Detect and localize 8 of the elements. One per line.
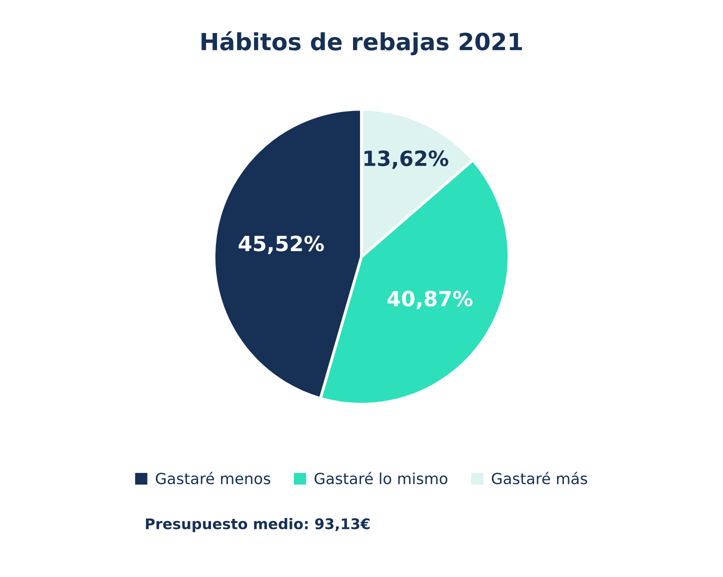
data-label: 40,87% [387,290,473,310]
legend-label: Gastaré menos [156,472,270,484]
data-label: 13,62% [364,150,448,169]
data-label: 45,52% [238,236,324,254]
legend-label: Gastaré más [492,472,588,484]
text: Presupuesto medio: 93,13€ [146,518,370,532]
legend-label: Gastaré lo mismo [314,472,448,484]
chart-title: Hábitos de rebajas 2021 [202,31,522,56]
